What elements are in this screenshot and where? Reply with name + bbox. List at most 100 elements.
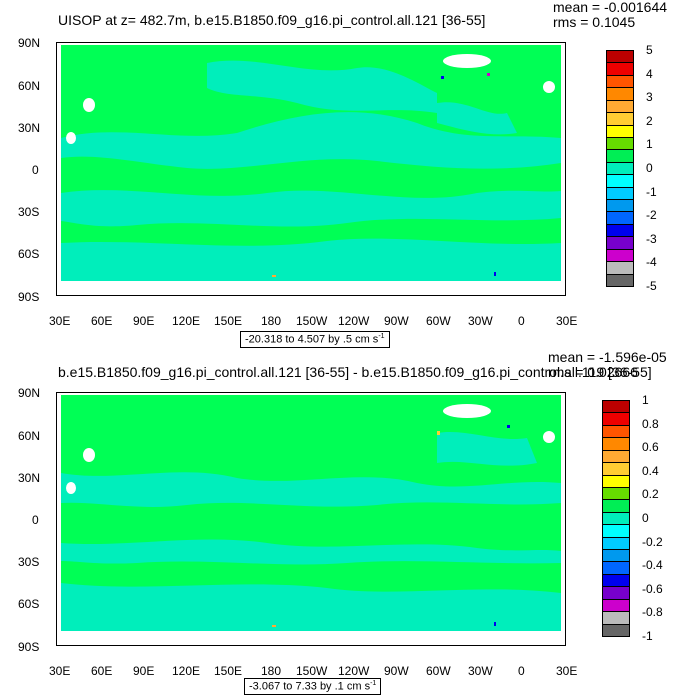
colorbar-segment bbox=[602, 536, 630, 551]
panel-top: UISOP at z= 482.7m, b.e15.B1850.f09_g16.… bbox=[18, 0, 686, 348]
lat-label: 90S bbox=[18, 290, 40, 304]
colorbar-label: -1 bbox=[646, 184, 657, 199]
panel-bottom: b.e15.B1850.f09_g16.pi_control.all.121 [… bbox=[0, 350, 700, 700]
colorbar-label: -2 bbox=[646, 208, 657, 223]
colorbar-segment bbox=[602, 586, 630, 600]
rms-stat: rms = 0.1045 bbox=[553, 14, 636, 30]
range-label: -3.067 to 7.33 by .1 cm s-1 bbox=[244, 678, 382, 695]
colorbar-segment bbox=[606, 62, 634, 76]
colorbar-label: 0 bbox=[646, 161, 653, 175]
contour-map bbox=[57, 393, 565, 645]
lat-label: 60N bbox=[18, 429, 41, 443]
colorbar-label: 0.6 bbox=[642, 440, 659, 455]
colorbar-segment bbox=[606, 223, 634, 238]
colorbar-label: 1 bbox=[646, 137, 653, 152]
lon-label: 0 bbox=[518, 314, 525, 328]
colorbar-label: 1 bbox=[642, 393, 649, 407]
colorbar-segment bbox=[606, 174, 634, 188]
lon-label: 120E bbox=[172, 664, 201, 678]
lon-label: 180 bbox=[261, 664, 282, 678]
colorbar-segment bbox=[606, 161, 634, 176]
lat-label: 30N bbox=[18, 121, 41, 135]
lat-label: 30S bbox=[18, 205, 40, 219]
colorbar-segment bbox=[602, 462, 630, 476]
colorbar-segment bbox=[606, 248, 634, 263]
colorbar-label: 4 bbox=[646, 66, 653, 81]
colorbar: 1 0.8 0.6 0.4 0.2 0 -0.2 -0.4 -0.6 -0.8 -1 bbox=[602, 393, 682, 643]
lat-label: 60S bbox=[18, 247, 40, 261]
stats-block: mean = -1.596e-05 rms = 0.02666 bbox=[548, 350, 667, 380]
colorbar-label: -0.6 bbox=[642, 581, 663, 596]
lon-label: 120E bbox=[172, 314, 201, 328]
colorbar: 5 4 3 2 1 0 -1 -2 -3 -4 -5 bbox=[606, 43, 686, 293]
colorbar-segment bbox=[606, 211, 634, 225]
lon-label: 150E bbox=[214, 664, 243, 678]
lon-label: 60E bbox=[91, 314, 113, 328]
lat-label: 90N bbox=[18, 36, 41, 50]
colorbar-segment bbox=[606, 261, 634, 275]
lon-label: 90W bbox=[384, 664, 409, 678]
colorbar-segment bbox=[602, 437, 630, 451]
colorbar-segment bbox=[606, 273, 634, 287]
colorbar-segment bbox=[606, 74, 634, 89]
colorbar-label: 5 bbox=[646, 43, 653, 57]
colorbar-label: -3 bbox=[646, 231, 657, 246]
lon-label: 150W bbox=[296, 314, 328, 328]
lat-label: 0 bbox=[32, 513, 39, 527]
colorbar-segment bbox=[606, 236, 634, 250]
colorbar-label: -5 bbox=[646, 279, 657, 293]
colorbar-label: 0.8 bbox=[642, 416, 659, 431]
lon-label: 120W bbox=[338, 314, 370, 328]
colorbar-segment bbox=[602, 524, 630, 538]
colorbar-label: -0.2 bbox=[642, 534, 663, 549]
range-label: -20.318 to 4.507 by .5 cm s-1 bbox=[240, 331, 390, 348]
colorbar-label: 0.2 bbox=[642, 487, 659, 502]
lon-label: 60E bbox=[91, 664, 113, 678]
colorbar-segment bbox=[606, 99, 634, 114]
lon-label: 150W bbox=[296, 664, 328, 678]
map-frame bbox=[56, 392, 566, 646]
colorbar-segment bbox=[602, 573, 630, 588]
lat-label: 90N bbox=[18, 386, 41, 400]
colorbar-segment bbox=[602, 474, 630, 488]
lat-label: 60S bbox=[18, 597, 40, 611]
colorbar-segment bbox=[606, 87, 634, 101]
colorbar-segment bbox=[606, 186, 634, 201]
colorbar-label: 3 bbox=[646, 90, 653, 105]
lat-label: 30N bbox=[18, 471, 41, 485]
colorbar-segment bbox=[606, 149, 634, 163]
colorbar-label: 2 bbox=[646, 113, 653, 128]
lon-label: 0 bbox=[518, 664, 525, 678]
colorbar-segment bbox=[606, 124, 634, 138]
lon-label: 90E bbox=[133, 314, 155, 328]
colorbar-segment bbox=[606, 199, 634, 213]
lon-label: 60W bbox=[426, 664, 451, 678]
colorbar-label: 0 bbox=[642, 511, 649, 525]
colorbar-segment bbox=[602, 499, 630, 513]
colorbar-label: -0.4 bbox=[642, 558, 663, 573]
lat-label: 0 bbox=[32, 163, 39, 177]
colorbar-label: -4 bbox=[646, 255, 657, 270]
lon-label: 30E bbox=[49, 314, 71, 328]
colorbar-segment bbox=[602, 598, 630, 613]
colorbar-segment bbox=[606, 112, 634, 126]
mean-stat: mean = -0.001644 bbox=[553, 0, 668, 15]
colorbar-segment bbox=[602, 511, 630, 526]
rms-stat: rms = 0.02666 bbox=[548, 364, 638, 380]
mean-stat: mean = -1.596e-05 bbox=[548, 349, 667, 365]
lon-label: 60W bbox=[426, 314, 451, 328]
lon-label: 30E bbox=[556, 664, 578, 678]
colorbar-label: 0.4 bbox=[642, 463, 659, 478]
stats-block: mean = -0.001644 rms = 0.1045 bbox=[553, 0, 667, 30]
lat-label: 90S bbox=[18, 640, 40, 654]
colorbar-segment bbox=[606, 50, 634, 64]
lon-label: 150E bbox=[214, 314, 243, 328]
colorbar-segment bbox=[602, 449, 630, 464]
lon-label: 90W bbox=[384, 314, 409, 328]
colorbar-segment bbox=[602, 400, 630, 414]
lon-label: 30W bbox=[468, 664, 493, 678]
contour-map bbox=[57, 43, 565, 295]
lon-label: 30E bbox=[49, 664, 71, 678]
lon-label: 90E bbox=[133, 664, 155, 678]
colorbar-segment bbox=[602, 611, 630, 625]
